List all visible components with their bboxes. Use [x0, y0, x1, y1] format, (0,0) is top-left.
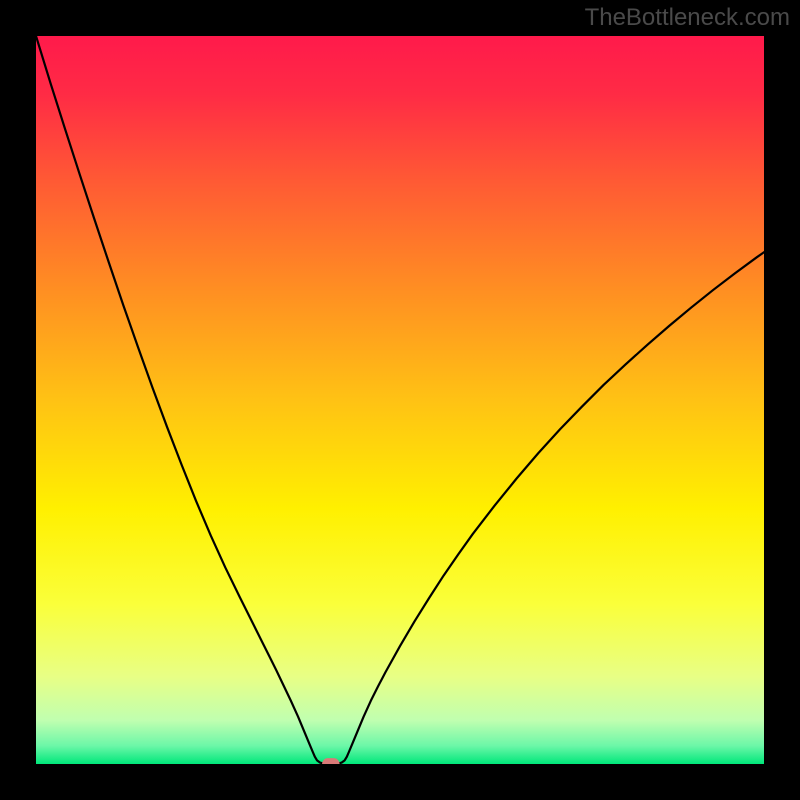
- plot-area: [36, 36, 764, 764]
- gradient-background: [36, 36, 764, 764]
- watermark-text: TheBottleneck.com: [585, 4, 790, 32]
- chart-container: TheBottleneck.com: [0, 0, 800, 800]
